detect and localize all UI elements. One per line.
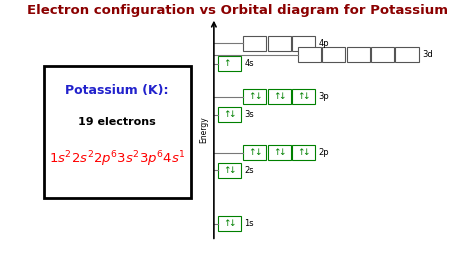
Text: 1s: 1s [245,219,254,228]
Text: ↓: ↓ [228,110,236,119]
Text: ↑: ↑ [223,110,231,119]
Text: Electron configuration vs Orbital diagram for Potassium: Electron configuration vs Orbital diagra… [27,4,447,17]
Bar [292,89,315,104]
Text: ↓: ↓ [303,148,310,157]
Text: 19 electrons: 19 electrons [78,117,156,127]
Text: $1s^22s^22p^63s^23p^64s^1$: $1s^22s^22p^63s^23p^64s^1$ [49,150,185,169]
Text: ↓: ↓ [228,166,236,175]
Text: ↑: ↑ [223,59,231,68]
Text: 2p: 2p [319,148,329,157]
Text: ↓: ↓ [228,219,236,228]
Text: 4s: 4s [245,59,254,68]
Bar [218,163,241,178]
Bar [298,47,321,62]
Text: ↓: ↓ [278,148,286,157]
Text: ↑: ↑ [297,148,305,157]
Bar [243,36,266,51]
Text: 3p: 3p [319,92,329,101]
Bar [218,216,241,231]
Bar [322,47,346,62]
Text: 4p: 4p [319,39,329,48]
Text: ↓: ↓ [303,92,310,101]
Bar [268,145,291,160]
Bar [268,89,291,104]
Bar [395,47,419,62]
Text: ↑: ↑ [273,92,280,101]
Bar [243,145,266,160]
Text: 3d: 3d [422,50,433,59]
Text: Energy: Energy [199,116,208,143]
Bar [218,107,241,122]
Text: ↑: ↑ [248,148,256,157]
Text: ↑: ↑ [273,148,280,157]
Text: 3s: 3s [245,110,255,119]
Text: ↓: ↓ [278,92,286,101]
Text: ↑: ↑ [297,92,305,101]
Text: ↓: ↓ [254,148,261,157]
Bar [218,56,241,71]
Bar [292,36,315,51]
Text: Potassium (K):: Potassium (K): [65,84,169,97]
Text: ↑: ↑ [223,219,231,228]
Text: ↑: ↑ [223,166,231,175]
Bar [243,89,266,104]
Bar [44,66,191,198]
Text: 2s: 2s [245,166,254,175]
Bar [292,145,315,160]
Bar [346,47,370,62]
Bar [268,36,291,51]
Text: ↓: ↓ [254,92,261,101]
Text: ↑: ↑ [248,92,256,101]
Bar [371,47,394,62]
